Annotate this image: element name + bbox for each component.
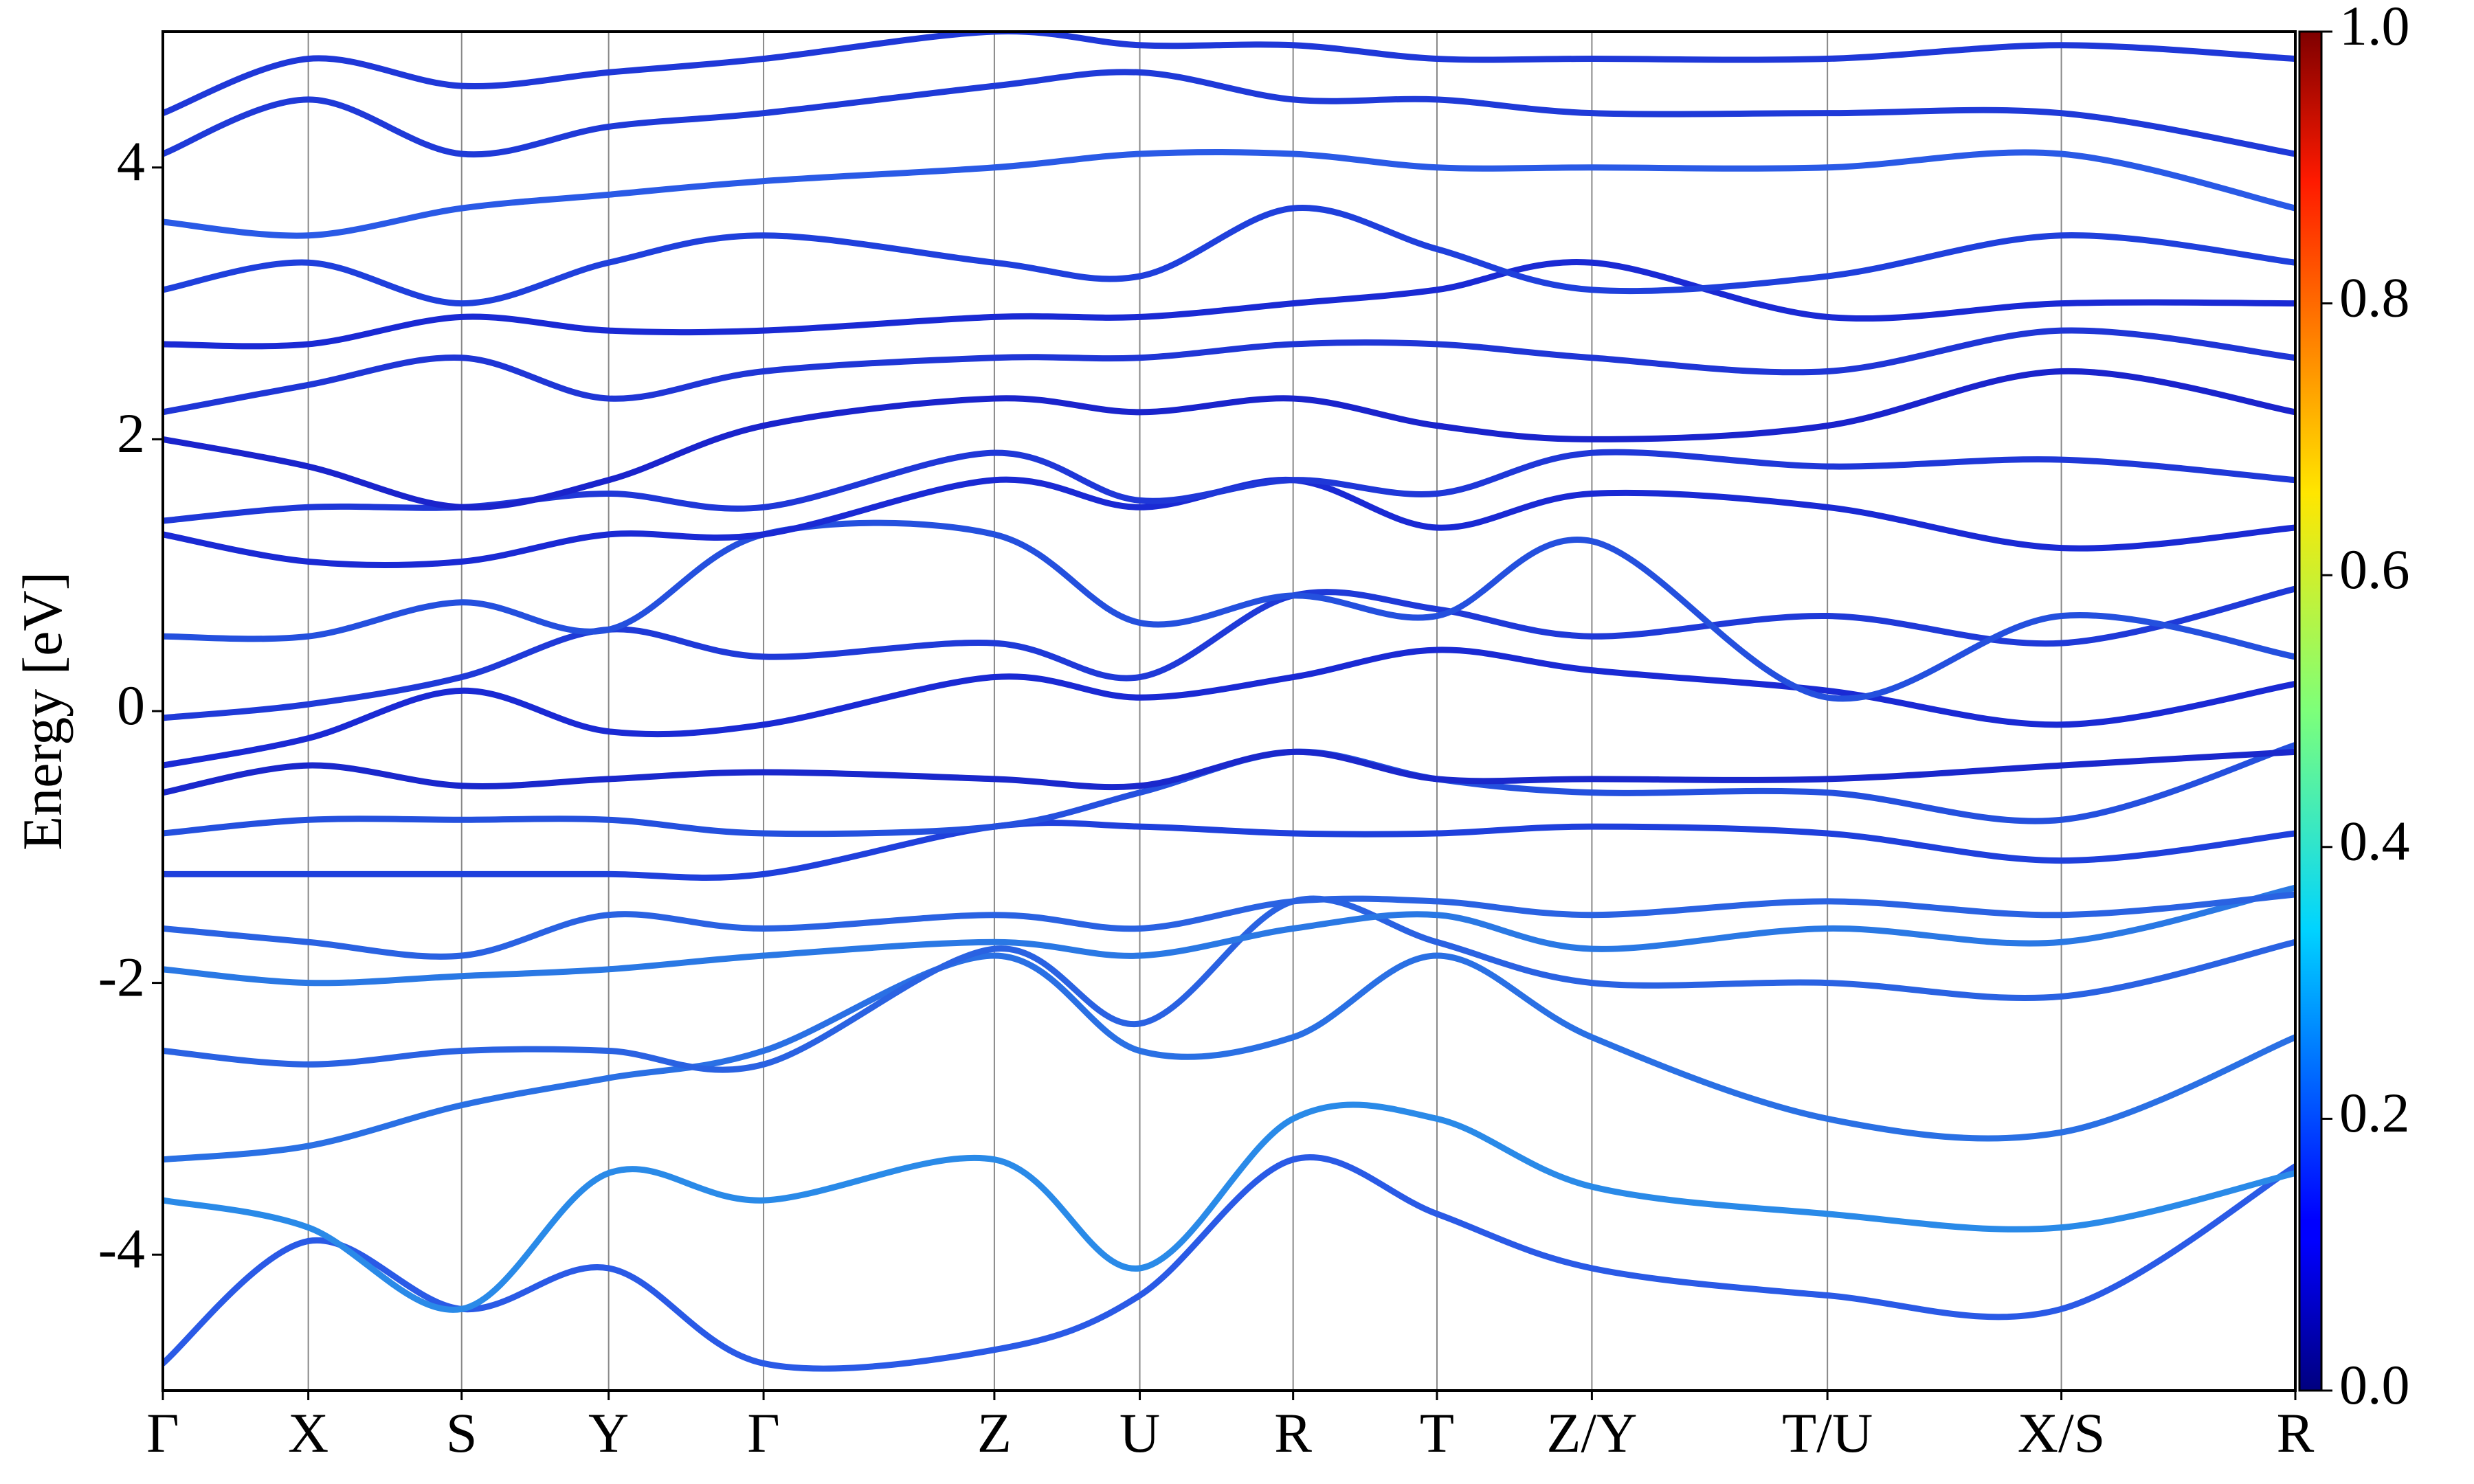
colorbar-tick-label: 0.8 (2339, 266, 2410, 328)
y-tick-label: 4 (117, 131, 145, 193)
x-tick-label: X (288, 1402, 328, 1464)
x-tick-label: Y (588, 1402, 629, 1464)
band (163, 895, 2295, 1073)
y-axis-label: Energy [eV] (11, 572, 74, 851)
band (163, 952, 2295, 1163)
band (163, 32, 2295, 117)
y-tick-label: -4 (98, 1217, 145, 1280)
colorbar-tick-label: 0.6 (2339, 538, 2410, 600)
x-tick-label: Γ (747, 1402, 779, 1464)
colorbar-tick-label: 0.4 (2339, 810, 2410, 873)
band (163, 476, 2295, 568)
band (163, 259, 2295, 350)
x-tick-label: X/S (2018, 1402, 2106, 1464)
x-tick-label: Z (977, 1402, 1012, 1464)
band (163, 820, 2295, 881)
band (163, 647, 2295, 769)
x-tick-label: R (1274, 1402, 1312, 1464)
x-tick-label: S (446, 1402, 478, 1464)
band (163, 884, 2295, 987)
x-tick-label: T/U (1782, 1402, 1873, 1464)
x-tick-label: Z/Y (1546, 1402, 1637, 1464)
x-tick-label: T (1420, 1402, 1454, 1464)
band (163, 891, 2295, 960)
band (163, 519, 2295, 702)
x-tick-label: U (1119, 1402, 1160, 1464)
band (163, 149, 2295, 239)
band (163, 585, 2295, 721)
bands (163, 32, 2295, 1391)
y-tick-label: 0 (117, 674, 145, 737)
band (163, 1101, 2295, 1313)
y-tick-label: -2 (98, 945, 145, 1008)
colorbar-tick-label: 0.0 (2339, 1353, 2410, 1416)
band (163, 741, 2295, 837)
x-tick-label: Γ (146, 1402, 179, 1464)
x-tick-label: R (2277, 1402, 2315, 1464)
band (163, 205, 2295, 307)
colorbar-tick-label: 1.0 (2339, 0, 2410, 57)
colorbar (2298, 30, 2323, 1392)
y-tick-label: 2 (117, 402, 145, 464)
band (163, 69, 2295, 158)
colorbar-tick-label: 0.2 (2339, 1081, 2410, 1144)
band (163, 748, 2295, 796)
band (163, 327, 2295, 416)
band (163, 368, 2295, 511)
